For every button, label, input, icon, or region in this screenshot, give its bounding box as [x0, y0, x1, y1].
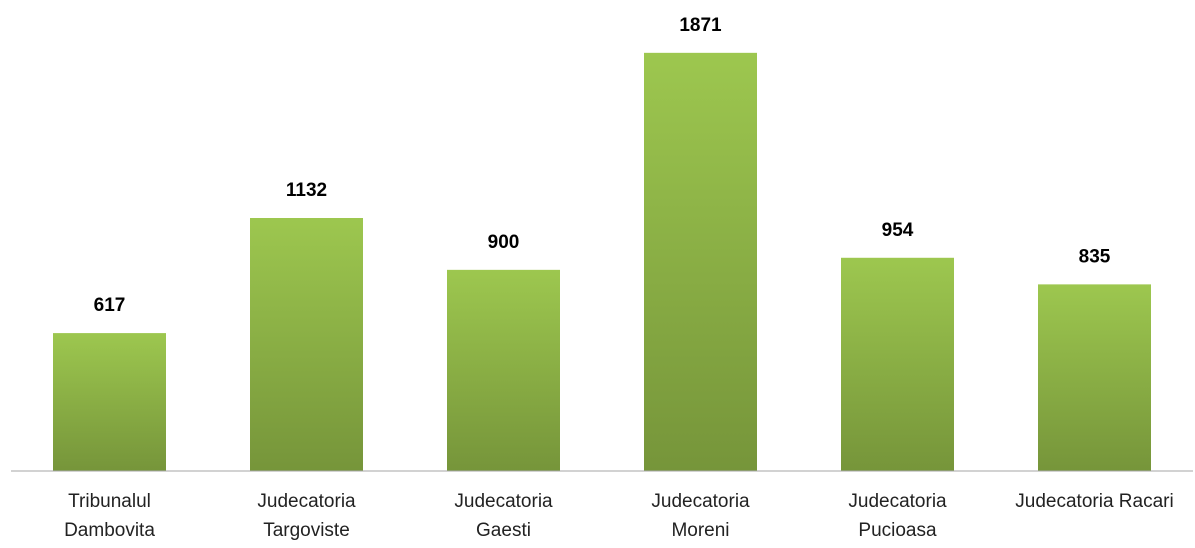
bar	[644, 52, 757, 471]
bar	[53, 333, 166, 471]
value-label: 1132	[286, 180, 327, 201]
value-label: 900	[488, 232, 520, 253]
value-label: 1871	[679, 15, 722, 36]
value-label: 835	[1079, 246, 1111, 267]
value-label: 617	[94, 295, 126, 316]
bar	[250, 217, 363, 471]
bar	[841, 257, 954, 471]
x-tick-label: Judecatoria	[257, 491, 356, 512]
x-tick-label: Targoviste	[263, 520, 350, 541]
x-tick-label: Tribunalul	[68, 491, 151, 512]
x-tick-label: Judecatoria Racari	[1015, 491, 1173, 512]
x-tick-label: Moreni	[671, 520, 729, 541]
x-tick-label: Pucioasa	[858, 520, 937, 541]
bar	[1038, 284, 1151, 471]
x-tick-label: Judecatoria	[454, 491, 553, 512]
bar	[447, 269, 560, 471]
value-label: 954	[882, 220, 914, 241]
x-tick-label: Dambovita	[64, 520, 155, 541]
x-tick-label: Judecatoria	[651, 491, 750, 512]
x-tick-label: Gaesti	[476, 520, 531, 541]
x-tick-label: Judecatoria	[848, 491, 947, 512]
